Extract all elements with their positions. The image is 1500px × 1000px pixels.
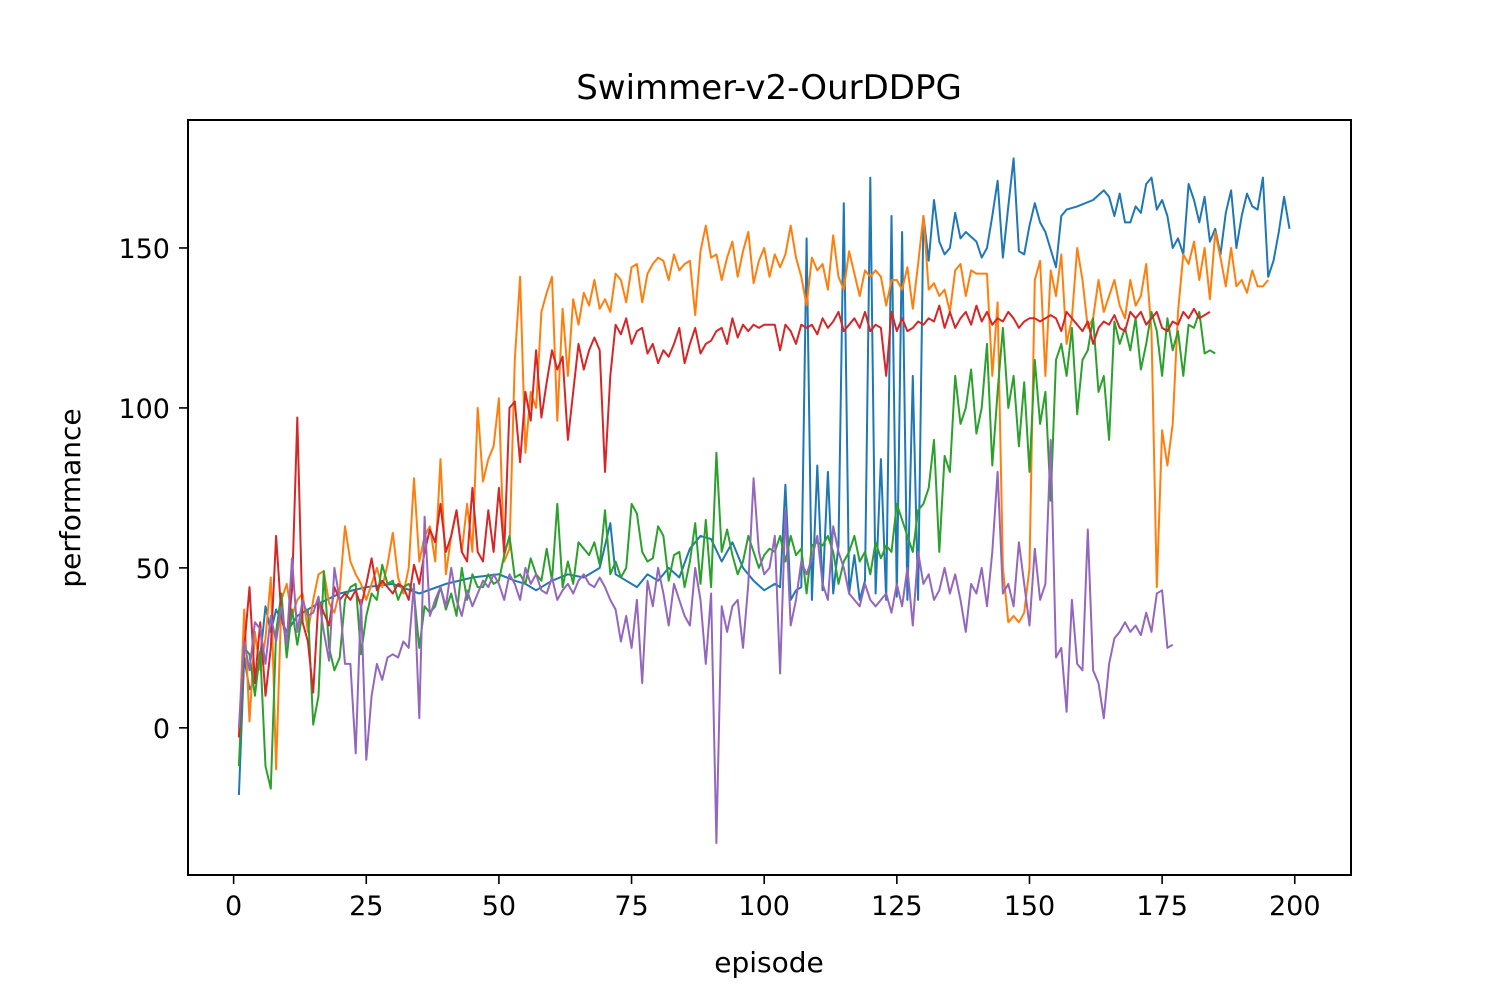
- chart-title: Swimmer-v2-OurDDPG: [576, 68, 962, 108]
- y-axis-label: performance: [54, 408, 87, 587]
- y-tick-label: 150: [118, 234, 170, 265]
- series-line-2: [237, 215, 1269, 771]
- y-axis: 0 50 100 150: [118, 234, 188, 745]
- x-tick-label: 0: [225, 891, 242, 922]
- x-tick-label: 175: [1136, 891, 1188, 922]
- y-tick-label: 0: [153, 714, 170, 745]
- series-line-4: [237, 304, 1211, 738]
- series-layer: [237, 157, 1291, 844]
- x-tick-label: 75: [614, 891, 648, 922]
- y-tick-label: 50: [136, 554, 170, 585]
- x-axis: 0 25 50 75 100 125 150 175 200: [225, 875, 1321, 922]
- series-line-5: [237, 438, 1174, 844]
- x-tick-label: 150: [1004, 891, 1056, 922]
- x-axis-label: episode: [714, 946, 824, 979]
- series-line-1: [237, 157, 1291, 796]
- plot-frame: [187, 119, 1352, 876]
- x-tick-label: 50: [482, 891, 516, 922]
- series-line-3: [237, 310, 1216, 790]
- x-tick-label: 200: [1269, 891, 1321, 922]
- y-tick-label: 100: [118, 394, 170, 425]
- x-tick-label: 25: [349, 891, 383, 922]
- x-tick-label: 100: [738, 891, 790, 922]
- x-tick-label: 125: [871, 891, 923, 922]
